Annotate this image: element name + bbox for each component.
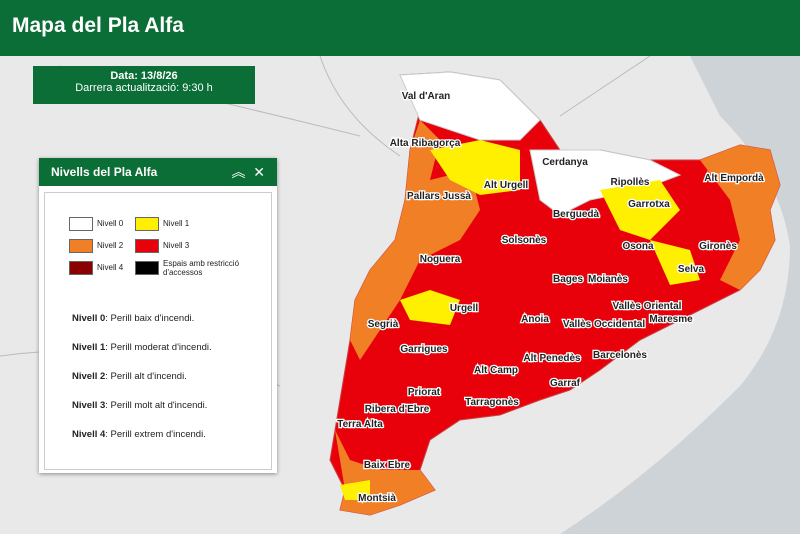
region-label: Alta Ribagorça <box>390 138 461 149</box>
region-label: Alt Camp <box>474 365 518 376</box>
region-label: Selva <box>678 264 705 275</box>
date: Data: 13/8/26 <box>110 70 178 82</box>
level: Nivell 4 <box>72 429 106 440</box>
legend-description: Nivell 3: Perill molt alt d'incendi. <box>72 400 207 411</box>
sea <box>560 56 800 534</box>
title: Mapa del Pla Alfa <box>12 14 184 37</box>
region-label: Alt Penedès <box>523 353 581 364</box>
legend-swatch <box>135 217 159 231</box>
region-label: Tarragonès <box>465 397 519 408</box>
level: Nivell 3 <box>72 400 106 411</box>
region-label: Vallès Occidental <box>563 319 645 330</box>
region-label: Noguera <box>420 254 461 265</box>
legend-description: Nivell 0: Perill baix d'incendi. <box>72 313 194 324</box>
region-label: Moianès <box>588 274 628 285</box>
region-label: Garrigues <box>400 344 448 355</box>
region-label: Baix Ebre <box>364 460 411 471</box>
region-label: Maresme <box>649 314 693 325</box>
legend-description: Nivell 1: Perill moderat d'incendi. <box>72 342 212 353</box>
legend-swatch <box>69 261 93 275</box>
region-label: Ripollès <box>611 177 650 188</box>
legend-title: Nivells del Pla Alfa <box>51 165 158 179</box>
region-label: Vallès Oriental <box>613 301 682 312</box>
updated: Darrera actualització: 9:30 h <box>75 82 213 94</box>
level: Nivell 0 <box>72 313 106 324</box>
legend-item: Espais amb restricció d'accessos <box>163 259 240 277</box>
level: Nivell 2 <box>72 371 106 382</box>
legend-item: Nivell 4 <box>97 263 124 272</box>
description: : Perill extrem d'incendi. <box>105 429 206 440</box>
legend-body: Nivell 0 Nivell 2 Nivell 4 Nivell 1 Nivell 3… <box>44 192 272 470</box>
region-label: Terra Alta <box>337 419 383 430</box>
legend-item: Nivell 3 <box>163 241 190 250</box>
region-label: Val d'Aran <box>402 91 451 102</box>
region-label: Gironès <box>699 241 737 252</box>
region-label: Berguedà <box>553 209 600 220</box>
region-label: Ribera d'Ebre <box>365 404 430 415</box>
region-yellow <box>340 180 700 500</box>
legend-swatch <box>135 261 159 275</box>
legend-panel: Nivells del Pla Alfa ︽ ✕ Nivell 0 Nivell 2… <box>39 158 277 473</box>
region-label: Alt Urgell <box>484 180 529 191</box>
region-label: Bages <box>553 274 583 285</box>
region-label: Osona <box>622 241 654 252</box>
region-label: Anoia <box>521 314 549 325</box>
region-label: Alt Empordà <box>704 173 764 184</box>
legend-swatch <box>135 239 159 253</box>
catalonia <box>329 71 781 516</box>
region-white <box>399 71 541 141</box>
description: : Perill baix d'incendi. <box>105 313 195 324</box>
description: : Perill alt d'incendi. <box>105 371 187 382</box>
region-label: Pallars Jussà <box>407 191 471 202</box>
legend-swatch <box>69 217 93 231</box>
region-label: Cerdanya <box>542 157 588 168</box>
panel-controls[interactable]: ︽ ✕ <box>231 164 265 180</box>
legend-item: Nivell 2 <box>97 241 124 250</box>
header: Mapa del Pla Alfa <box>0 0 800 56</box>
description: : Perill molt alt d'incendi. <box>105 400 208 411</box>
region-label: Urgell <box>450 303 479 314</box>
region-label: Garrotxa <box>628 199 670 210</box>
region-label: Garraf <box>550 378 581 389</box>
region-label: Montsià <box>358 493 396 504</box>
legend-item: Nivell 0 <box>97 219 124 228</box>
region-label: Solsonès <box>502 235 547 246</box>
map: Val d'Aran Alta Ribagorça Cerdanya Ripollès… <box>0 56 800 534</box>
legend-header: Nivells del Pla Alfa ︽ ✕ <box>39 158 277 186</box>
date-box: Data: 13/8/26 Darrera actualització: 9:3… <box>33 66 255 104</box>
region-orange <box>700 145 780 290</box>
map-labels: Val d'Aran Alta Ribagorça Cerdanya Ripollès… <box>336 90 765 506</box>
region-orange <box>350 120 480 360</box>
region-label: Segrià <box>368 319 399 330</box>
legend-description: Nivell 2: Perill alt d'incendi. <box>72 371 187 382</box>
legend-description: Nivell 4: Perill extrem d'incendi. <box>72 429 206 440</box>
description: : Perill moderat d'incendi. <box>105 342 212 353</box>
region-yellow <box>430 140 520 195</box>
region-label: Priorat <box>408 387 441 398</box>
level: Nivell 1 <box>72 342 106 353</box>
legend-swatch <box>69 239 93 253</box>
legend-item: Nivell 1 <box>163 219 190 228</box>
region-label: Barcelonès <box>593 350 647 361</box>
